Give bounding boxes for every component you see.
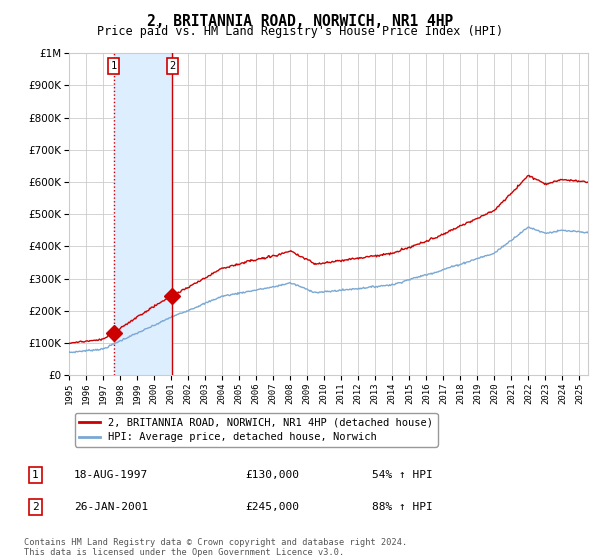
- Text: 2: 2: [32, 502, 38, 512]
- Text: 18-AUG-1997: 18-AUG-1997: [74, 470, 148, 480]
- Text: 1: 1: [32, 470, 38, 480]
- Text: Price paid vs. HM Land Registry's House Price Index (HPI): Price paid vs. HM Land Registry's House …: [97, 25, 503, 38]
- Text: £130,000: £130,000: [245, 470, 299, 480]
- Text: 88% ↑ HPI: 88% ↑ HPI: [372, 502, 433, 512]
- Text: £245,000: £245,000: [245, 502, 299, 512]
- Text: 2, BRITANNIA ROAD, NORWICH, NR1 4HP: 2, BRITANNIA ROAD, NORWICH, NR1 4HP: [147, 14, 453, 29]
- Legend: 2, BRITANNIA ROAD, NORWICH, NR1 4HP (detached house), HPI: Average price, detach: 2, BRITANNIA ROAD, NORWICH, NR1 4HP (det…: [75, 413, 437, 446]
- Text: 1: 1: [110, 61, 117, 71]
- Text: 2: 2: [169, 61, 175, 71]
- Text: Contains HM Land Registry data © Crown copyright and database right 2024.
This d: Contains HM Land Registry data © Crown c…: [24, 538, 407, 557]
- Text: 54% ↑ HPI: 54% ↑ HPI: [372, 470, 433, 480]
- Text: 26-JAN-2001: 26-JAN-2001: [74, 502, 148, 512]
- Bar: [113, 53, 172, 375]
